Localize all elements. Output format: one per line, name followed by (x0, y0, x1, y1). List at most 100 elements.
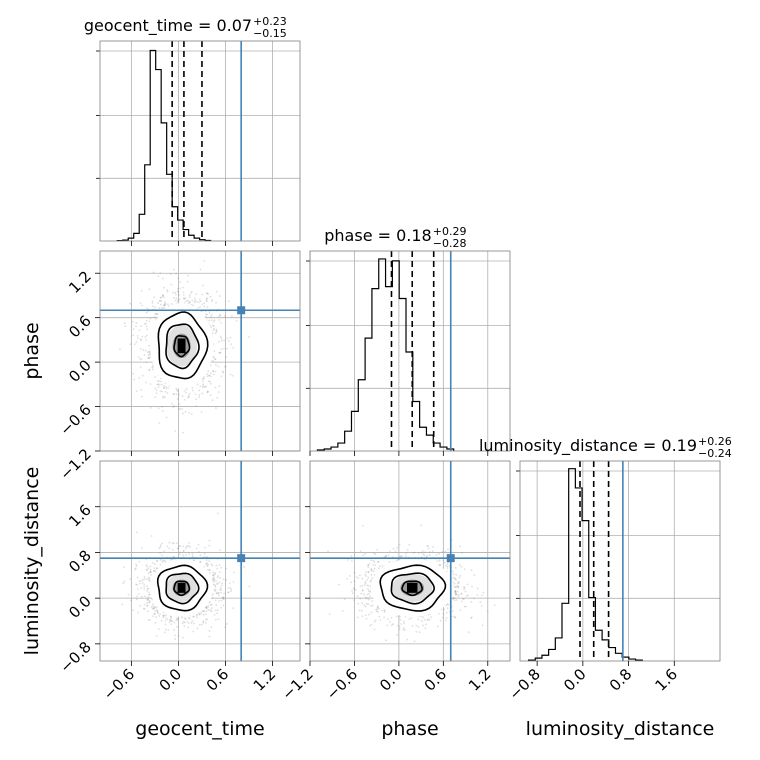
sample-point (462, 598, 465, 600)
sample-point (195, 405, 198, 407)
sample-point (421, 550, 424, 552)
sample-point (165, 387, 168, 390)
sample-point (173, 555, 176, 558)
sample-point (205, 292, 208, 295)
sample-point (166, 618, 169, 621)
sample-point (182, 297, 185, 300)
sample-point (177, 290, 180, 293)
sample-point (212, 573, 215, 576)
x-tick-label: 1.2 (465, 665, 495, 695)
sample-point (223, 347, 225, 350)
sample-point (207, 380, 210, 383)
sample-point (217, 365, 220, 368)
sample-point (209, 609, 212, 612)
sample-point (210, 610, 213, 613)
sample-point (143, 587, 146, 590)
sample-point (221, 596, 224, 599)
sample-point (161, 410, 164, 413)
sample-point (230, 314, 233, 317)
sample-point (135, 390, 138, 393)
sample-point (187, 396, 190, 399)
sample-point (159, 272, 162, 275)
sample-point (143, 583, 146, 586)
sample-point (165, 628, 167, 631)
sample-point (191, 555, 194, 557)
sample-point (210, 375, 212, 378)
sample-point (136, 576, 139, 579)
sample-point (411, 625, 414, 627)
sample-point (156, 560, 159, 562)
sample-point (350, 581, 353, 584)
sample-point (424, 551, 427, 553)
sample-point (367, 564, 370, 567)
sample-point (370, 559, 373, 562)
sample-point (205, 562, 207, 565)
sample-point (370, 623, 373, 626)
sample-point (146, 334, 148, 337)
sample-point (346, 559, 349, 561)
sample-point (186, 545, 189, 547)
sample-point (423, 554, 426, 556)
sample-point (365, 571, 368, 573)
sample-point (378, 607, 380, 610)
sample-point (198, 613, 201, 616)
sample-point (377, 560, 380, 563)
sample-point (353, 588, 355, 591)
sample-point (140, 546, 143, 549)
sample-point (140, 289, 143, 292)
sample-point (455, 593, 458, 596)
sample-point (187, 616, 190, 619)
sample-point (163, 386, 165, 389)
sample-point (417, 618, 420, 621)
sample-point (212, 571, 214, 574)
sample-point (162, 614, 165, 617)
sample-point (227, 591, 230, 594)
sample-point (136, 337, 139, 340)
sample-point (183, 398, 186, 401)
sample-point (199, 385, 202, 387)
density-peak (177, 582, 186, 593)
sample-point (172, 406, 175, 409)
sample-point (457, 585, 460, 588)
sample-point (170, 623, 173, 626)
sample-point (364, 605, 367, 608)
sample-point (148, 591, 150, 594)
sample-point (398, 628, 401, 631)
sample-point (217, 592, 220, 595)
sample-point (182, 549, 185, 552)
contour-1 (165, 572, 200, 605)
sample-point (178, 298, 181, 301)
sample-point (200, 611, 203, 614)
sample-point (146, 598, 149, 601)
sample-point (186, 280, 189, 283)
sample-point (207, 608, 210, 611)
sample-point (164, 385, 167, 388)
sample-point (338, 583, 340, 586)
sample-point (454, 589, 457, 592)
sample-point (204, 385, 207, 388)
sample-point (147, 598, 150, 601)
sample-point (181, 407, 184, 410)
sample-point (421, 620, 423, 622)
sample-point (149, 571, 152, 574)
sample-point (172, 291, 174, 294)
sample-point (191, 387, 194, 389)
sample-point (398, 625, 401, 628)
sample-point (395, 615, 398, 618)
sample-point (181, 636, 184, 639)
sample-point (213, 613, 216, 616)
sample-point (357, 577, 360, 579)
sample-point (156, 567, 158, 570)
sample-point (119, 348, 121, 351)
sample-point (185, 300, 188, 302)
sample-point (226, 347, 229, 350)
sample-point (212, 324, 215, 327)
sample-point (405, 552, 407, 555)
sample-point (197, 543, 200, 546)
sample-point (165, 617, 168, 620)
sample-point (198, 624, 201, 626)
sample-point (201, 386, 204, 388)
x-tick-label: 0.0 (560, 665, 590, 695)
sample-point (164, 302, 167, 305)
sample-point (159, 390, 162, 393)
